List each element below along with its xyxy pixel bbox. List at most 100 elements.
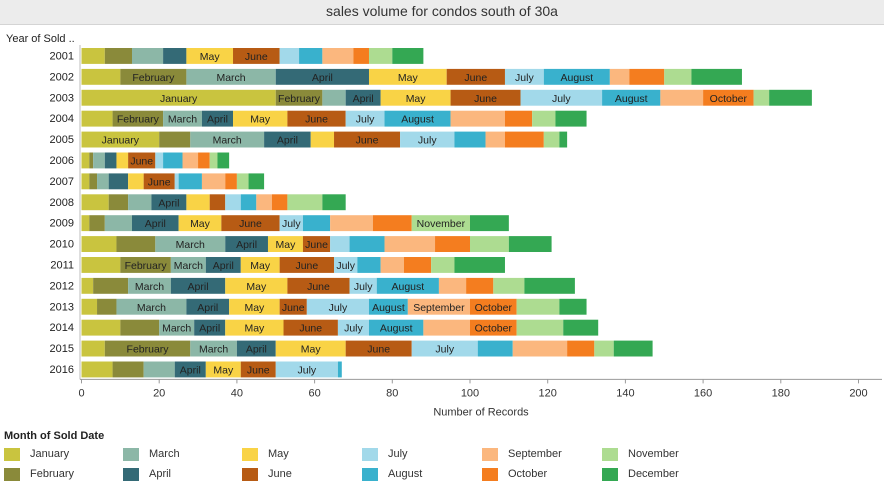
legend-item-march[interactable]: March	[123, 446, 180, 462]
bar-label: February	[278, 93, 321, 105]
bar-segment-october-2001	[353, 48, 369, 64]
x-tick-label: 20	[153, 387, 165, 399]
legend-item-november[interactable]: November	[602, 446, 679, 462]
x-tick-label: 0	[78, 387, 84, 399]
bar-segment-june-2011	[279, 257, 335, 273]
bar-segment-november-2010	[470, 236, 509, 252]
bar-segment-september-2010	[384, 236, 436, 252]
bar-label: January	[102, 135, 140, 147]
bar-segment-december-2003	[769, 89, 812, 106]
bar-label: August	[615, 93, 648, 105]
y-tick-label: 2011	[50, 259, 74, 271]
bar-segment-june-2009	[221, 215, 280, 232]
bar-segment-march-2009	[104, 215, 133, 232]
bar-segment-november-2012	[493, 277, 525, 294]
bar-segment-january-2009	[81, 215, 90, 232]
bar-label: April	[353, 93, 374, 105]
bar-label: July	[418, 135, 437, 147]
bar-segment-september-2007	[201, 173, 226, 190]
bar-label: April	[188, 281, 209, 293]
bar-segment-december-2010	[508, 236, 552, 252]
bar-segment-april-2010	[225, 236, 268, 252]
bar-segment-october-2010	[435, 236, 470, 252]
bar-segment-march-2008	[128, 194, 152, 211]
bar-label: June	[305, 114, 328, 126]
bar-segment-october-2008	[271, 194, 288, 211]
bar-segment-november-2002	[664, 68, 692, 85]
legend-item-june[interactable]: June	[242, 466, 292, 482]
bar-segment-january-2013	[81, 298, 98, 315]
bar-segment-december-2001	[392, 48, 424, 64]
bar-label: February	[132, 72, 175, 84]
legend-swatch	[4, 467, 20, 481]
bar-segment-june-2010	[302, 236, 331, 252]
bar-label: June	[282, 302, 305, 314]
legend-label: January	[30, 448, 70, 460]
legend-item-april[interactable]: April	[123, 466, 171, 482]
bar-segment-january-2004	[81, 110, 113, 127]
bar-segment-july-2005	[400, 131, 455, 148]
legend-label: February	[30, 468, 75, 480]
bar-segment-july-2014	[337, 319, 369, 336]
chart-title: sales volume for condos south of 30a	[326, 3, 558, 19]
bar-segment-may-2003	[380, 89, 451, 106]
bar-segment-december-2006	[217, 152, 230, 169]
bar-segment-august-2011	[357, 257, 381, 273]
legend-label: November	[628, 448, 679, 460]
bar-label: March	[176, 239, 205, 251]
legend-item-october[interactable]: October	[482, 466, 547, 482]
bar-segment-november-2013	[516, 298, 560, 315]
bar-label: May	[213, 364, 234, 376]
bar-label: June	[130, 155, 153, 167]
row-band	[0, 295, 80, 317]
bar-label: June	[295, 260, 318, 272]
bar-label: June	[307, 281, 330, 293]
legend-item-september[interactable]: September	[482, 446, 562, 462]
legend-item-december[interactable]: December	[602, 466, 679, 482]
y-tick-label: 2013	[50, 301, 74, 313]
bar-segment-january-2010	[81, 236, 117, 252]
bar-segment-july-2015	[411, 340, 478, 357]
bar-segment-april-2001	[163, 48, 187, 64]
bar-label: May	[244, 302, 265, 314]
legend-item-july[interactable]: July	[362, 446, 408, 462]
bar-segment-april-2016	[174, 361, 206, 378]
bar-segment-september-2002	[609, 68, 630, 85]
bar-segment-december-2007	[248, 173, 265, 190]
bar-label: August	[401, 114, 434, 126]
bar-label: June	[474, 93, 497, 105]
bar-segment-january-2011	[81, 257, 121, 273]
bar-label: June	[247, 364, 270, 376]
bar-segment-october-2011	[403, 257, 432, 273]
bar-segment-april-2009	[132, 215, 179, 232]
bar-label: February	[127, 344, 170, 356]
bar-segment-february-2011	[120, 257, 171, 273]
y-tick-label: 2010	[50, 239, 74, 251]
legend-swatch	[123, 447, 139, 461]
bar-segment-july-2013	[306, 298, 369, 315]
legend-item-january[interactable]: January	[4, 446, 69, 462]
legend-item-august[interactable]: August	[362, 466, 422, 482]
bar-label: September	[413, 302, 465, 314]
bar-segment-january-2006	[81, 152, 90, 169]
legend-item-may[interactable]: May	[242, 446, 289, 462]
bar-label: April	[199, 323, 220, 335]
bar-segment-february-2003	[275, 89, 323, 106]
bar-label: July	[297, 364, 316, 376]
legend-item-february[interactable]: February	[4, 466, 74, 482]
bar-segment-january-2008	[81, 194, 109, 211]
bar-segment-august-2016	[337, 361, 342, 378]
bar-segment-may-2006	[116, 152, 129, 169]
y-tick-label: 2001	[50, 50, 74, 62]
bar-label: March	[137, 302, 166, 314]
bar-segment-march-2004	[163, 110, 202, 127]
bar-segment-december-2013	[559, 298, 587, 315]
legend-swatch	[602, 447, 618, 461]
y-tick-label: 2012	[50, 280, 74, 292]
legend: Month of Sold Date January February March A…	[4, 430, 884, 484]
bar-segment-november-2008	[287, 194, 323, 211]
y-tick-label: 2007	[50, 176, 74, 188]
bar-segment-september-2003	[660, 89, 704, 106]
bar-segment-may-2007	[128, 173, 144, 190]
bar-segment-august-2006	[163, 152, 183, 169]
